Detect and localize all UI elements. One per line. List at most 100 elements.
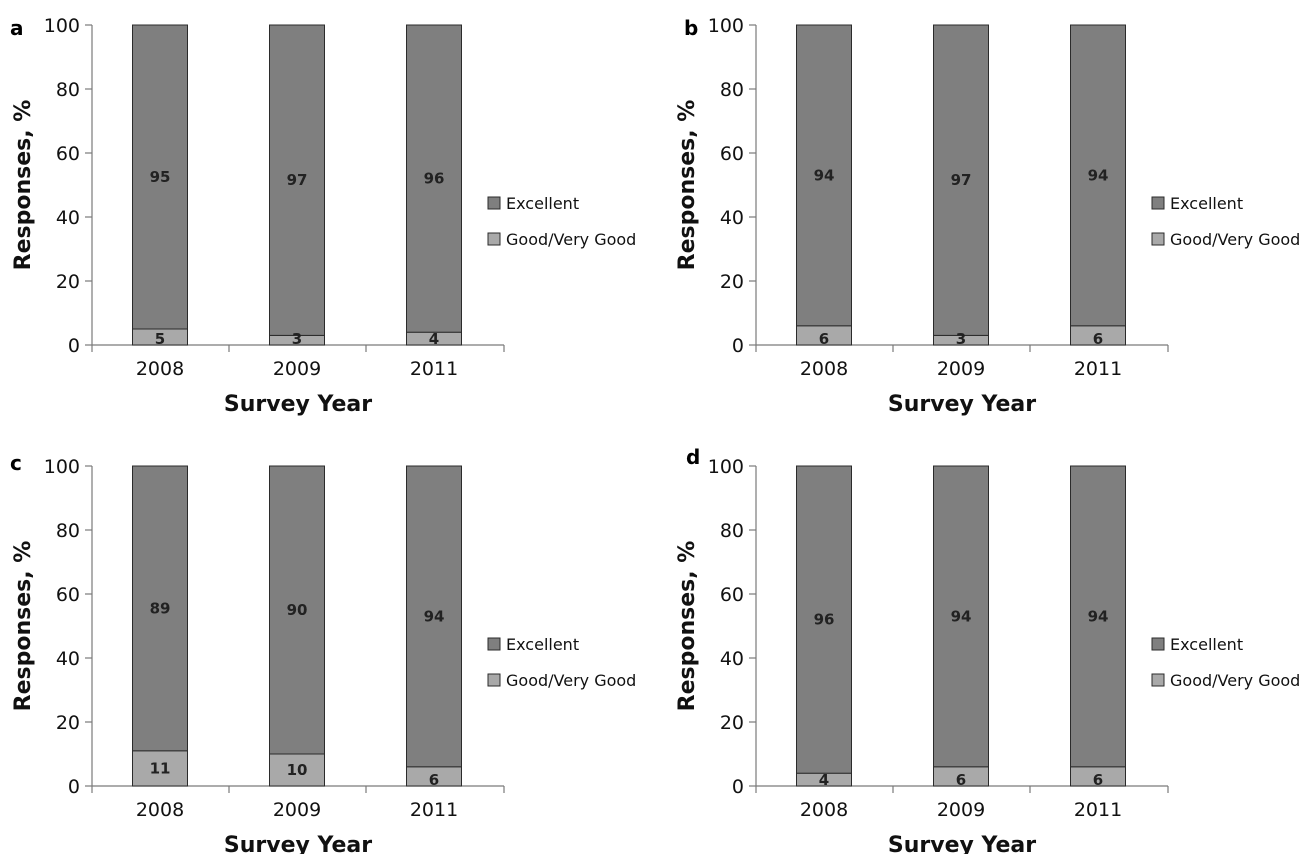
chart-panel-b: b 0 20 40 60 80 100 94 6 2008 97 3 2009 94 6 2011 Survey… [675,15,1300,417]
bar-excellent [1070,465,1126,768]
y-tick-label: 20 [720,271,744,293]
legend-label: Excellent [506,194,579,213]
excellent-value-label: 96 [424,170,445,188]
bar-good-very-good [269,753,325,787]
bar-excellent [796,465,852,774]
good-value-label: 6 [1093,330,1103,348]
y-tick-label: 0 [68,776,80,798]
y-tick-label: 60 [720,584,744,606]
bar-excellent [132,465,188,752]
excellent-value-label: 97 [287,171,308,189]
legend: Excellent Good/Very Good [1151,194,1300,249]
y-tick-label: 100 [44,456,80,478]
excellent-value-label: 94 [951,607,972,625]
x-tick-label: 2009 [273,799,321,821]
bar-excellent [796,24,852,327]
good-value-label: 6 [429,771,439,789]
y-tick-label: 40 [720,648,744,670]
chart-panel-d: d 0 20 40 60 80 100 96 4 2008 94 6 2009 94 6 2011 Survey… [675,445,1300,854]
bar-excellent [1070,24,1126,327]
panel-letter: d [686,445,700,469]
panel-letter: b [684,16,698,40]
good-value-label: 3 [292,330,302,348]
bar-excellent [132,24,188,330]
legend-swatch-excellent [487,637,501,651]
y-tick-label: 100 [708,456,744,478]
bar-good-very-good [132,750,188,787]
legend-swatch-good-very-good [487,232,501,246]
legend-swatch-excellent [1151,196,1165,210]
y-tick-label: 100 [44,15,80,37]
x-tick-label: 2011 [410,358,458,380]
x-tick-label: 2008 [800,358,848,380]
excellent-value-label: 97 [951,171,972,189]
good-value-label: 4 [819,771,829,789]
chart-panel-c: c 0 20 40 60 80 100 89 11 2008 90 10 2009 94 6 2011 Surv… [10,451,636,854]
good-value-label: 6 [1093,771,1103,789]
y-tick-label: 40 [720,207,744,229]
legend-swatch-excellent [487,196,501,210]
excellent-value-label: 94 [1088,607,1109,625]
y-tick-label: 80 [720,520,744,542]
panel-letter: c [10,451,22,475]
y-tick-label: 0 [732,335,744,357]
y-tick-label: 80 [56,520,80,542]
y-tick-label: 40 [56,207,80,229]
excellent-value-label: 94 [424,607,445,625]
good-value-label: 5 [155,330,165,348]
x-tick-label: 2009 [937,799,985,821]
x-tick-label: 2009 [273,358,321,380]
y-tick-label: 0 [732,776,744,798]
legend: Excellent Good/Very Good [487,635,636,690]
legend-label: Good/Very Good [1170,671,1300,690]
bar-excellent [406,465,462,768]
good-value-label: 4 [429,330,439,348]
excellent-value-label: 94 [1088,166,1109,184]
legend: Excellent Good/Very Good [1151,635,1300,690]
good-value-label: 11 [150,759,171,777]
x-tick-label: 2008 [800,799,848,821]
y-tick-label: 20 [56,712,80,734]
x-tick-label: 2008 [136,799,184,821]
good-value-label: 6 [819,330,829,348]
legend-swatch-good-very-good [487,673,501,687]
x-axis-title: Survey Year [224,392,372,417]
y-tick-label: 60 [56,584,80,606]
x-tick-label: 2011 [1074,799,1122,821]
bar-excellent [269,24,325,336]
excellent-value-label: 95 [150,168,171,186]
y-axis-title: Responses, % [11,541,36,712]
legend: Excellent Good/Very Good [487,194,636,249]
legend-label: Excellent [1170,635,1243,654]
y-axis-title: Responses, % [675,100,700,271]
good-value-label: 3 [956,330,966,348]
excellent-value-label: 89 [150,599,171,617]
y-tick-label: 0 [68,335,80,357]
y-tick-label: 60 [56,143,80,165]
y-tick-label: 40 [56,648,80,670]
y-tick-label: 80 [720,79,744,101]
y-tick-label: 80 [56,79,80,101]
good-value-label: 6 [956,771,966,789]
legend-label: Good/Very Good [506,230,636,249]
x-tick-label: 2011 [410,799,458,821]
good-value-label: 10 [287,761,308,779]
y-tick-label: 20 [720,712,744,734]
y-tick-label: 60 [720,143,744,165]
legend-swatch-good-very-good [1151,232,1165,246]
y-axis-title: Responses, % [11,100,36,271]
legend-label: Good/Very Good [1170,230,1300,249]
legend-label: Excellent [1170,194,1243,213]
chart-panel-a: a 0 20 40 60 80 100 95 5 2008 97 3 2009 96 4 2011 Survey… [10,15,636,417]
y-tick-label: 100 [708,15,744,37]
excellent-value-label: 90 [287,601,308,619]
legend-label: Good/Very Good [506,671,636,690]
bar-excellent [269,465,325,755]
excellent-value-label: 96 [814,611,835,629]
x-tick-label: 2008 [136,358,184,380]
legend-swatch-excellent [1151,637,1165,651]
x-axis-title: Survey Year [888,392,1036,417]
legend-swatch-good-very-good [1151,673,1165,687]
bar-excellent [406,24,462,333]
